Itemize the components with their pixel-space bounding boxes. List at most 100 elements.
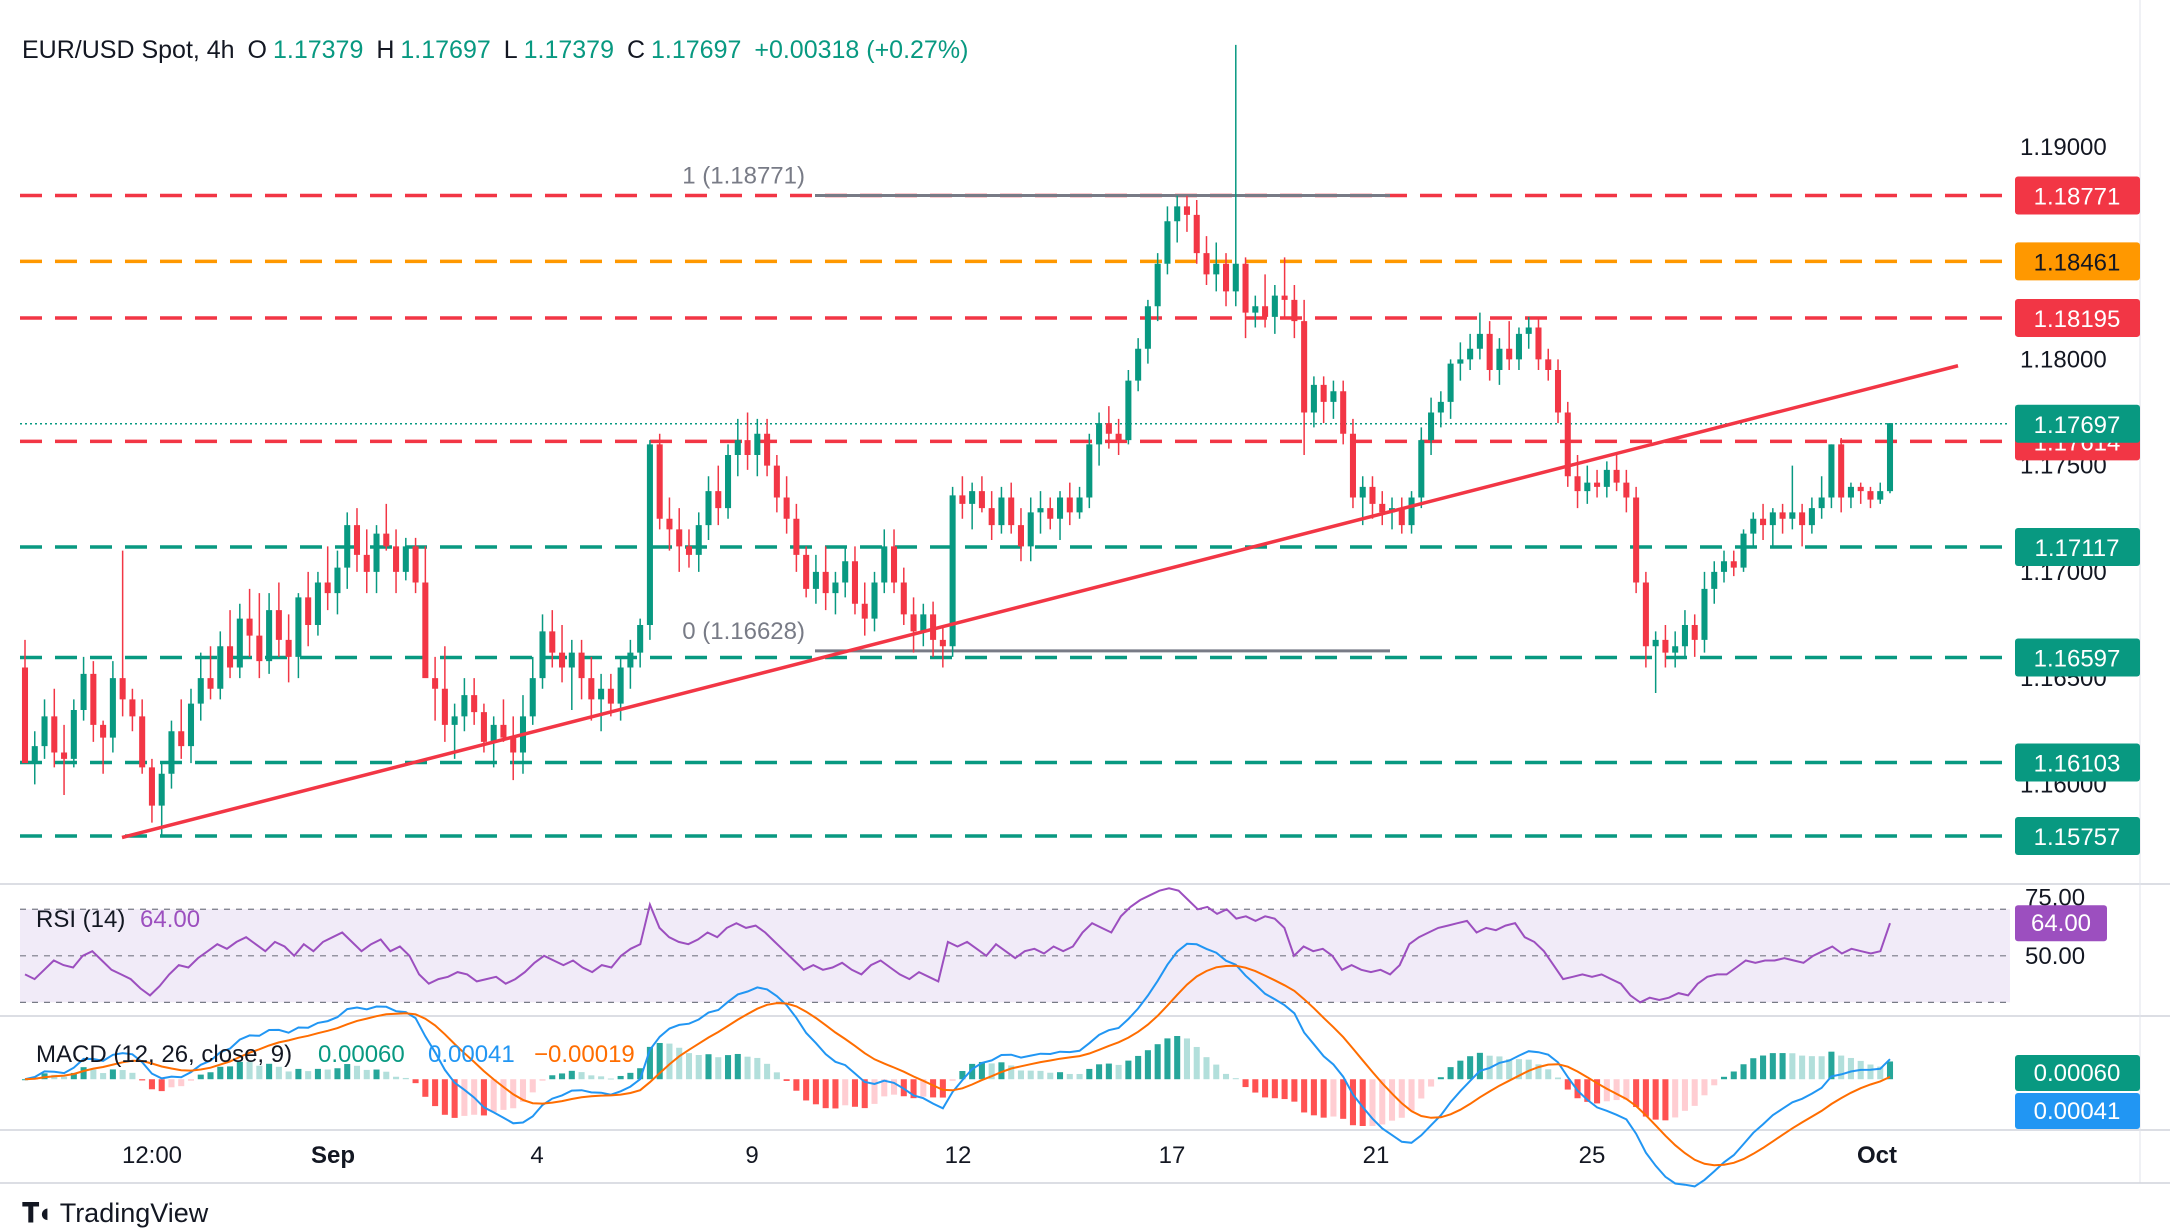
rsi-value-badge-label: 64.00 xyxy=(2031,910,2091,937)
macd-histogram-bar xyxy=(861,1079,868,1109)
candle-body xyxy=(353,525,361,555)
candle-body xyxy=(1437,401,1444,413)
macd-histogram-bar xyxy=(734,1053,741,1080)
macd-histogram-bar xyxy=(1554,1077,1562,1080)
candle-body xyxy=(793,518,800,555)
macd-histogram-bar xyxy=(1799,1055,1806,1080)
candle-body xyxy=(1535,327,1542,360)
macd-histogram-bar xyxy=(168,1079,175,1088)
fib-level-label: 1 (1.18771) xyxy=(682,163,805,190)
macd-histogram-bar xyxy=(1359,1079,1366,1126)
candle-body xyxy=(363,554,370,572)
macd-histogram-bar xyxy=(324,1069,331,1080)
candle-body xyxy=(1808,508,1815,526)
macd-histogram-bar xyxy=(344,1064,351,1080)
candle-body xyxy=(695,525,702,555)
macd-histogram-bar xyxy=(1467,1056,1474,1080)
macd-histogram-bar xyxy=(441,1079,448,1115)
candle-body xyxy=(1232,263,1239,292)
macd-histogram-bar xyxy=(480,1079,487,1116)
candle-body xyxy=(1857,486,1864,492)
macd-histogram-bar xyxy=(1164,1038,1171,1080)
macd-histogram-bar xyxy=(1027,1070,1034,1080)
macd-histogram-bar xyxy=(1437,1077,1444,1080)
tradingview-logo[interactable]: 𝐓◖ TradingView xyxy=(22,1198,208,1230)
level-badge xyxy=(2015,528,2140,567)
macd-histogram-bar xyxy=(422,1079,429,1097)
macd-histogram-bar xyxy=(783,1079,790,1081)
macd-histogram-bar xyxy=(988,1063,995,1080)
candle-body xyxy=(1144,306,1151,349)
symbol-title[interactable]: EUR/USD Spot, 4h xyxy=(22,36,235,64)
candle-body xyxy=(266,610,273,662)
macd-histogram-bar xyxy=(1877,1066,1884,1080)
candle-body xyxy=(988,508,995,526)
candle-body xyxy=(1135,348,1142,381)
macd-histogram-bar xyxy=(109,1069,116,1080)
macd-histogram-bar xyxy=(1603,1079,1610,1102)
macd-histogram-bar xyxy=(588,1075,595,1080)
candle-body xyxy=(119,678,126,700)
candle-body xyxy=(295,597,302,657)
histogram-value: −0.00019 xyxy=(534,1041,635,1068)
signal-value-badge-label: 0.00041 xyxy=(2034,1098,2121,1125)
macd-histogram-bar xyxy=(1750,1058,1757,1080)
macd-histogram-bar xyxy=(1652,1079,1659,1120)
macd-histogram-bar xyxy=(275,1066,282,1080)
macd-histogram-bar xyxy=(598,1076,605,1080)
signal-line xyxy=(24,964,1891,1167)
level-badge-label: 1.17117 xyxy=(2035,535,2120,562)
macd-histogram-bar xyxy=(21,1079,29,1081)
macd-histogram-bar xyxy=(1760,1055,1767,1080)
candle-body xyxy=(1447,363,1454,402)
candle-body xyxy=(744,440,751,455)
rsi-line xyxy=(24,887,1891,1004)
macd-histogram-bar xyxy=(695,1055,702,1080)
candle-body xyxy=(1359,486,1366,498)
macd-histogram-bar xyxy=(187,1079,195,1081)
candle-body xyxy=(851,561,859,604)
macd-histogram-bar xyxy=(617,1075,624,1080)
price-tick-label: 1.18000 xyxy=(2020,346,2107,373)
macd-histogram-bar xyxy=(793,1079,800,1091)
macd-histogram-bar xyxy=(246,1061,253,1080)
candle-body xyxy=(1662,639,1669,653)
candle-body xyxy=(1701,588,1708,640)
macd-histogram-bar xyxy=(383,1071,390,1080)
candle-body xyxy=(246,618,253,636)
macd-histogram-bar xyxy=(1574,1079,1581,1099)
candle-body xyxy=(1418,440,1425,498)
candle-body xyxy=(1847,486,1854,498)
candle-body xyxy=(1779,512,1786,519)
candle-body xyxy=(422,582,429,679)
candle-body xyxy=(1760,518,1767,526)
candle-body xyxy=(685,546,693,555)
last-price-label: 1.17697 xyxy=(2034,412,2121,439)
macd-histogram-bar xyxy=(334,1068,341,1080)
macd-histogram-bar xyxy=(305,1071,312,1080)
rsi-band xyxy=(20,909,2010,1003)
symbol-header: EUR/USD Spot, 4h O 1.17379 H 1.17697 L 1.17… xyxy=(22,36,974,65)
macd-histogram-bar xyxy=(1838,1055,1845,1080)
candle-body xyxy=(1105,423,1112,434)
macd-histogram-bar xyxy=(637,1068,644,1080)
candle-body xyxy=(656,444,663,519)
level-badge xyxy=(2015,242,2140,281)
candle-body xyxy=(158,773,165,806)
candle-body xyxy=(725,455,732,509)
candle-body xyxy=(1349,433,1356,498)
macd-histogram-bar xyxy=(969,1063,976,1080)
macd-histogram-bar xyxy=(1301,1079,1308,1113)
candle-body xyxy=(910,614,917,632)
candle-body xyxy=(529,678,536,717)
candle-body xyxy=(900,582,907,615)
candle-body xyxy=(1828,444,1835,498)
macd-histogram-bar xyxy=(1818,1056,1825,1080)
macd-histogram-bar xyxy=(1340,1079,1347,1119)
macd-histogram-bar xyxy=(1144,1050,1151,1080)
candle-body xyxy=(598,688,605,700)
low-label: L xyxy=(503,36,518,64)
candle-body xyxy=(41,716,48,747)
candle-body xyxy=(109,678,116,738)
